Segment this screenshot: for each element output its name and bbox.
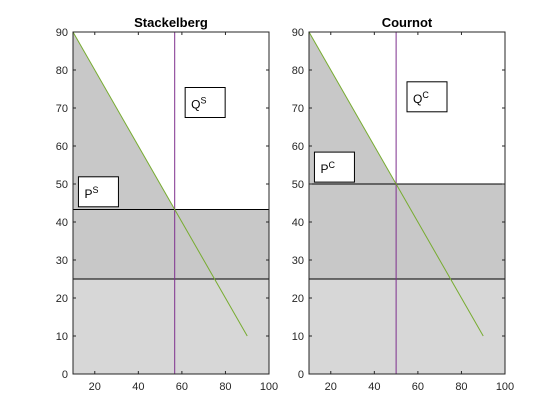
y-tick-label: 70 bbox=[56, 103, 68, 115]
annotation-main-text: P bbox=[320, 162, 328, 176]
annotation-p-cournot: PC bbox=[313, 151, 355, 183]
annotation-box bbox=[406, 81, 448, 113]
y-tick-label: 90 bbox=[56, 27, 68, 39]
y-tick-label: 20 bbox=[56, 293, 68, 305]
y-tick-label: 30 bbox=[56, 255, 68, 267]
annotation-box bbox=[184, 87, 226, 118]
y-tick-label: 0 bbox=[298, 369, 304, 381]
x-tick-label: 60 bbox=[176, 381, 188, 393]
y-tick-label: 60 bbox=[56, 141, 68, 153]
annotation-label: PS bbox=[84, 185, 98, 201]
profit-region-stackelberg bbox=[73, 209, 269, 279]
axes-box-stackelberg bbox=[72, 31, 270, 375]
x-tick-label: 20 bbox=[89, 381, 101, 393]
annotation-superscript: C bbox=[422, 90, 429, 100]
annotation-main-text: Q bbox=[191, 98, 200, 112]
x-tick-label: 40 bbox=[132, 381, 144, 393]
x-tick-label: 80 bbox=[219, 381, 231, 393]
y-tick-label: 40 bbox=[56, 217, 68, 229]
y-tick-label: 50 bbox=[292, 179, 304, 191]
y-tick-label: 80 bbox=[56, 65, 68, 77]
annotation-superscript: S bbox=[92, 185, 98, 195]
y-tick-label: 70 bbox=[292, 103, 304, 115]
annotation-main-text: P bbox=[84, 187, 92, 201]
chart-title-stackelberg: Stackelberg bbox=[134, 15, 208, 30]
annotation-p-stackelberg: PS bbox=[77, 176, 119, 208]
annotation-label: QS bbox=[191, 96, 206, 112]
y-tick-label: 40 bbox=[292, 217, 304, 229]
profit-region-cournot bbox=[309, 184, 505, 279]
demand-line-stackelberg bbox=[72, 31, 248, 337]
annotation-superscript: S bbox=[200, 96, 206, 106]
x-tick-label: 20 bbox=[325, 381, 337, 393]
annotation-superscript: C bbox=[328, 160, 335, 170]
cost-region-cournot bbox=[309, 279, 505, 374]
y-tick-label: 10 bbox=[56, 331, 68, 343]
x-tick-label: 100 bbox=[496, 381, 514, 393]
annotation-main-text: Q bbox=[413, 92, 422, 106]
annotation-q-cournot: QC bbox=[406, 81, 448, 113]
annotation-box bbox=[313, 151, 355, 183]
chart-title-cournot: Cournot bbox=[382, 15, 433, 30]
x-tick-label: 60 bbox=[412, 381, 424, 393]
cost-region-stackelberg bbox=[73, 279, 269, 374]
annotation-label: QC bbox=[413, 90, 429, 106]
annotation-box bbox=[77, 176, 119, 208]
y-tick-label: 80 bbox=[292, 65, 304, 77]
y-tick-label: 60 bbox=[292, 141, 304, 153]
x-tick-label: 100 bbox=[260, 381, 278, 393]
y-tick-label: 30 bbox=[292, 255, 304, 267]
y-tick-label: 20 bbox=[292, 293, 304, 305]
demand-line-cournot bbox=[308, 31, 484, 337]
y-tick-label: 50 bbox=[56, 179, 68, 191]
y-tick-label: 0 bbox=[62, 369, 68, 381]
y-tick-label: 10 bbox=[292, 331, 304, 343]
x-tick-label: 40 bbox=[368, 381, 380, 393]
axes-box-cournot bbox=[308, 31, 506, 375]
y-tick-label: 90 bbox=[292, 27, 304, 39]
annotation-q-stackelberg: QS bbox=[184, 87, 226, 118]
annotation-label: PC bbox=[320, 160, 335, 176]
x-tick-label: 80 bbox=[455, 381, 467, 393]
